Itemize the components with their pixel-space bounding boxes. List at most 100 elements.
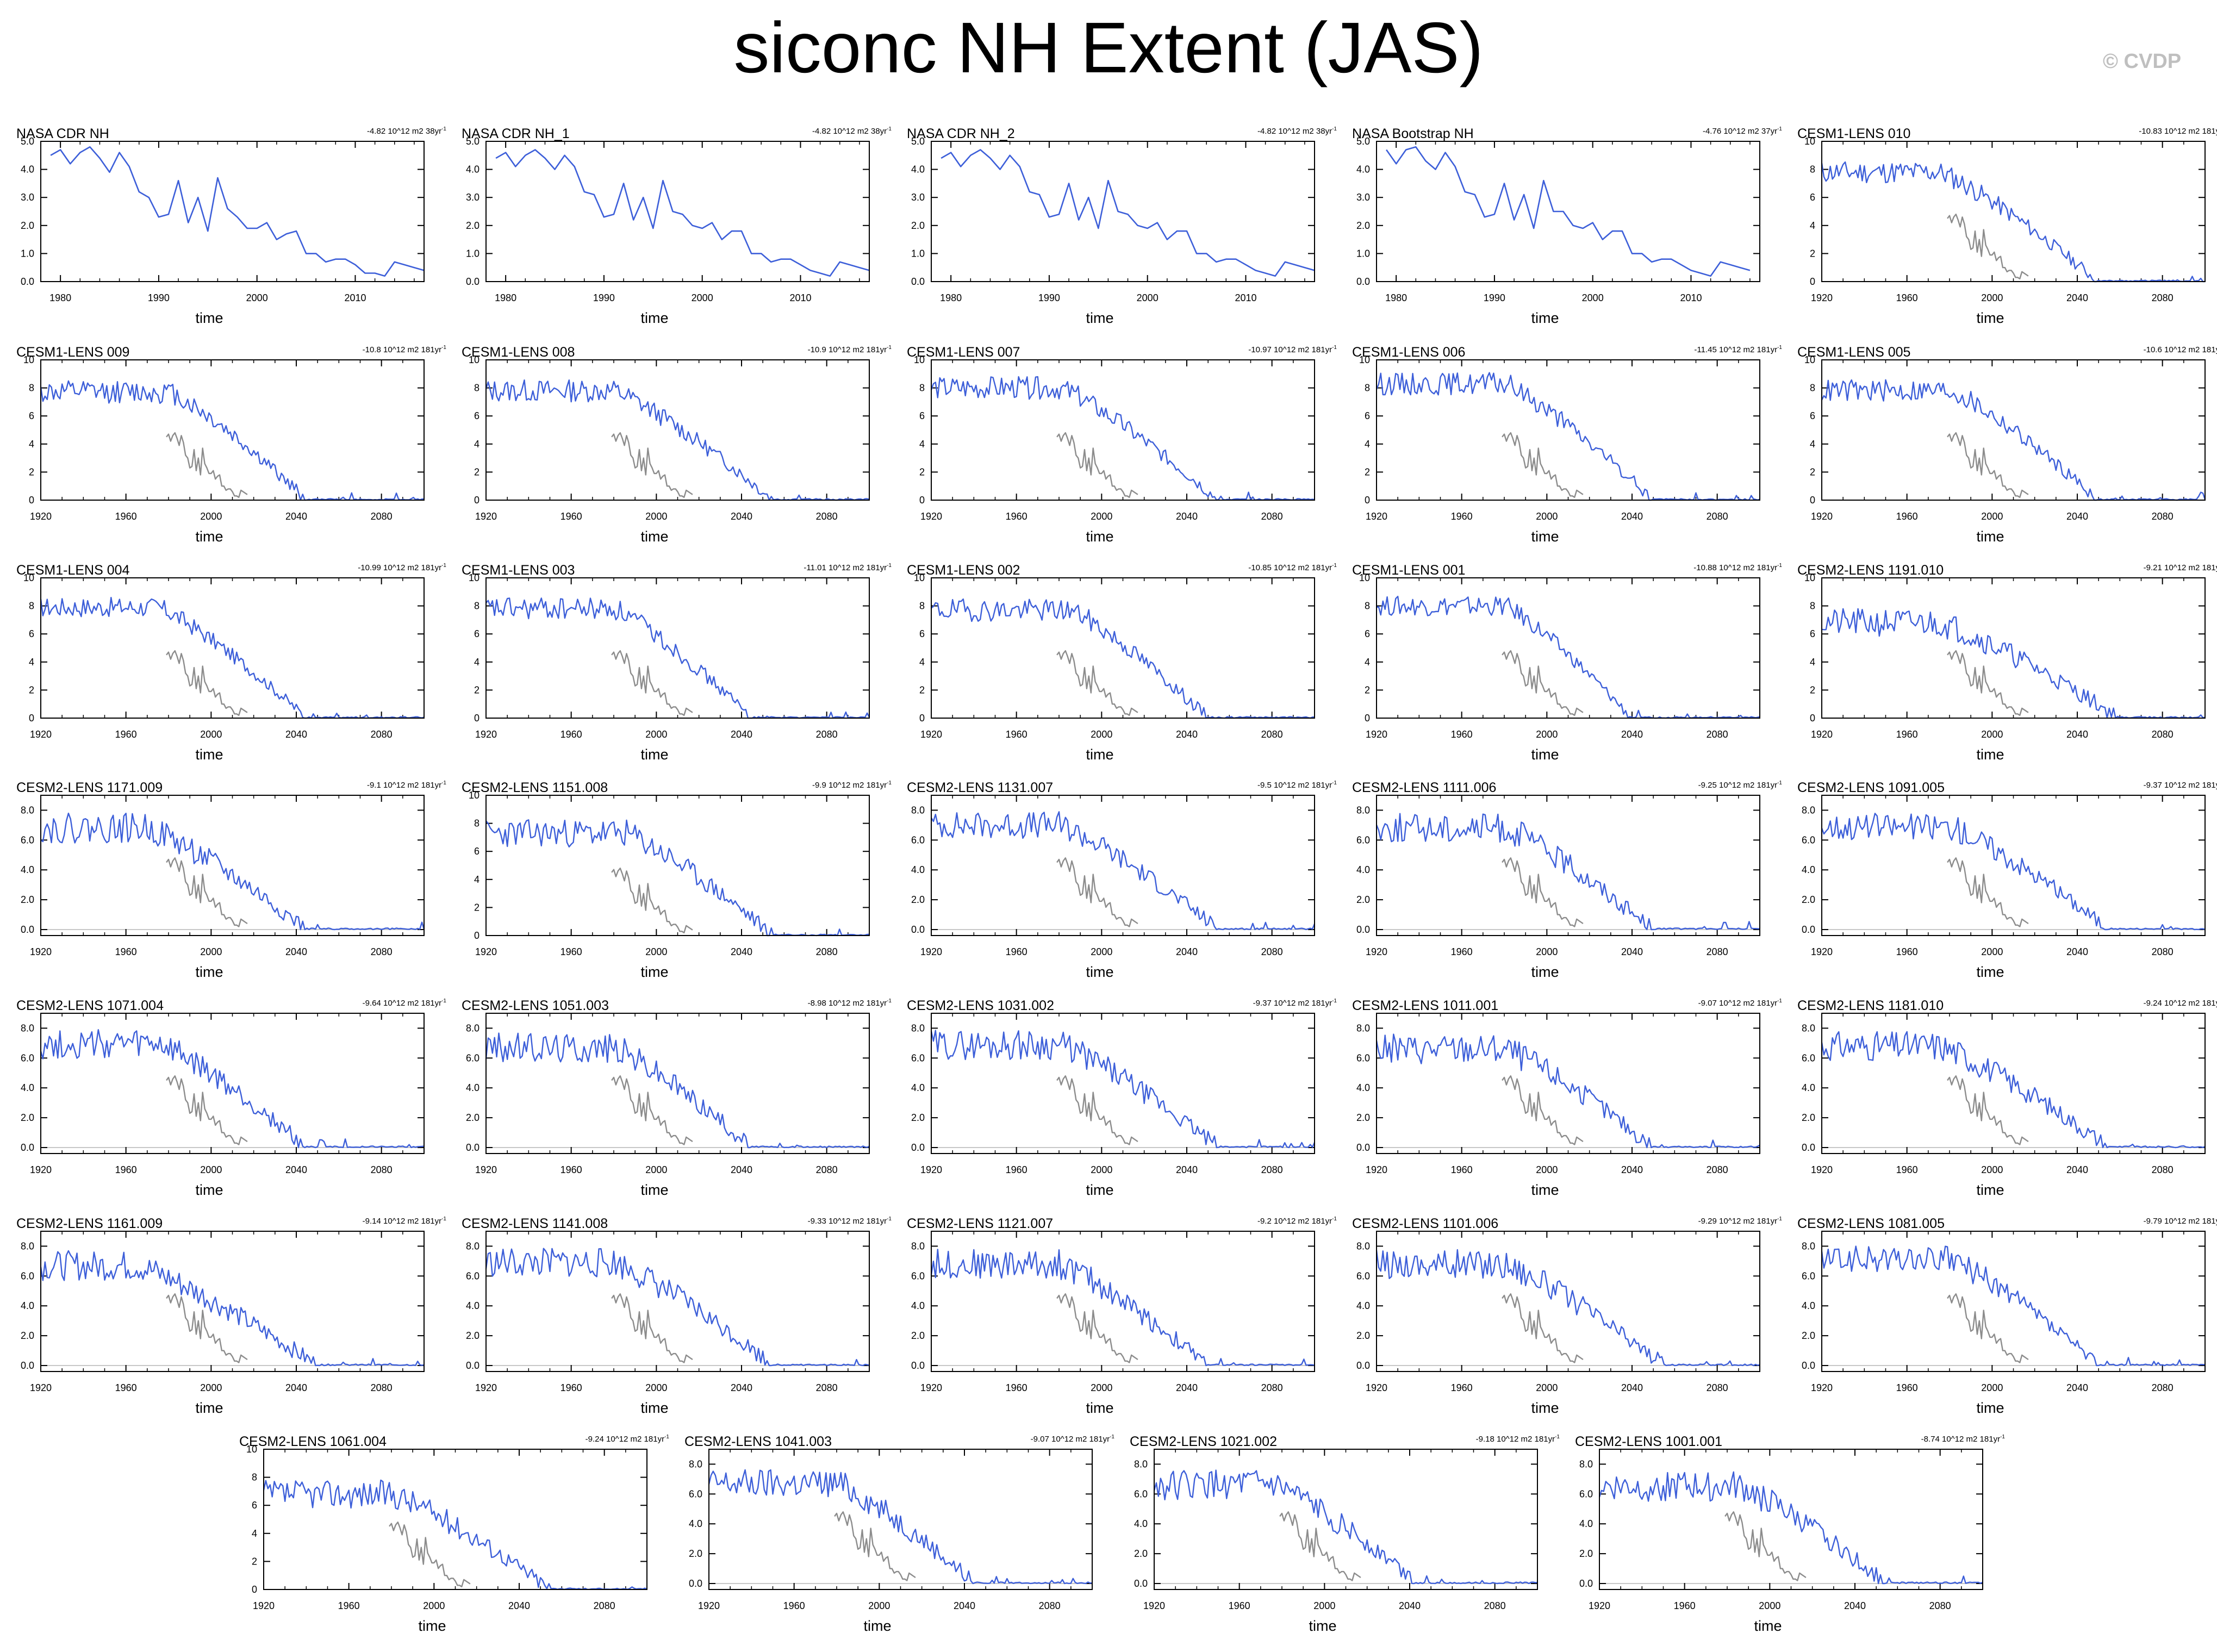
y-tick-label: 6 bbox=[919, 410, 925, 421]
trend-label: -9.79 10^12 m2 181yr-1 bbox=[2144, 1216, 2217, 1226]
x-tick-label: 1960 bbox=[1896, 1382, 1918, 1393]
trend-exponent: -1 bbox=[2000, 1434, 2005, 1440]
model-series-line bbox=[1821, 161, 2206, 283]
trend-value: -9.37 10^12 m2 181yr bbox=[2143, 781, 2217, 790]
panel-nasa-bootstrap-nh: NASA Bootstrap NH -4.76 10^12 m2 37yr-1 ti… bbox=[1344, 114, 1784, 332]
x-tick-label: 1920 bbox=[1811, 1164, 1833, 1175]
plot-svg: 1920 1960 2000 2040 2080 0 2 4 6 8 10 bbox=[469, 354, 870, 522]
trend-label: -9.9 10^12 m2 181yr-1 bbox=[812, 780, 892, 790]
x-tick-label: 1920 bbox=[920, 511, 942, 522]
trend-value: -4.76 10^12 m2 37yr bbox=[1702, 127, 1778, 136]
plot-frame bbox=[931, 577, 1315, 719]
x-tick-label: 2040 bbox=[1621, 1164, 1643, 1175]
trend-label: -10.97 10^12 m2 181yr-1 bbox=[1248, 345, 1337, 354]
x-axis-label: time bbox=[1531, 528, 1559, 545]
panel-title: CESM1-LENS 002 bbox=[907, 563, 1020, 578]
x-tick-label: 1960 bbox=[338, 1600, 360, 1611]
plot-frame bbox=[40, 795, 425, 936]
plot-frame bbox=[1599, 1449, 1983, 1590]
x-tick-label: 2040 bbox=[1621, 946, 1643, 957]
plot-svg: 1920 1960 2000 2040 2080 0 2 4 6 8 10 bbox=[1359, 572, 1760, 740]
obs-series-line bbox=[611, 650, 693, 716]
y-tick-label: 2.0 bbox=[1579, 1548, 1593, 1559]
y-tick-label: 2 bbox=[919, 466, 925, 477]
x-tick-label: 2000 bbox=[1759, 1600, 1780, 1611]
y-tick-label: 8.0 bbox=[1356, 1240, 1370, 1251]
x-tick-label: 2040 bbox=[731, 1382, 752, 1393]
y-tick-label: 5.0 bbox=[21, 136, 34, 147]
trend-value: -9.64 10^12 m2 181yr bbox=[362, 999, 442, 1008]
x-tick-label: 1960 bbox=[561, 511, 582, 522]
plot-frame bbox=[485, 141, 870, 282]
y-tick-label: 0.0 bbox=[1802, 924, 1815, 935]
model-series-line bbox=[930, 1030, 1316, 1149]
y-tick-label: 8.0 bbox=[1134, 1458, 1148, 1469]
x-tick-label: 1960 bbox=[1451, 729, 1473, 740]
panel-title: CESM1-LENS 006 bbox=[1352, 345, 1466, 360]
x-tick-label: 2010 bbox=[344, 292, 366, 303]
y-tick-label: 4 bbox=[1810, 220, 1815, 231]
panel-cesm2-lens-1081-005: CESM2-LENS 1081.005 -9.79 10^12 m2 181yr-… bbox=[1789, 1204, 2217, 1422]
y-tick-label: 10 bbox=[1804, 136, 1815, 147]
plot-frame bbox=[1821, 1231, 2206, 1372]
x-tick-label: 2040 bbox=[1621, 511, 1643, 522]
y-tick-label: 0.0 bbox=[1134, 1578, 1148, 1589]
y-tick-label: 0 bbox=[252, 1584, 257, 1595]
panel-cesm2-lens-1061-004: CESM2-LENS 1061.004 -9.24 10^12 m2 181yr-… bbox=[231, 1422, 671, 1639]
x-tick-label: 2080 bbox=[816, 1164, 838, 1175]
y-tick-label: 4 bbox=[474, 874, 479, 885]
panel-cesm2-lens-1121-007: CESM2-LENS 1121.007 -9.2 10^12 m2 181yr-1… bbox=[899, 1204, 1339, 1422]
x-tick-label: 1960 bbox=[1451, 511, 1473, 522]
trend-value: -9.29 10^12 m2 181yr bbox=[1698, 1217, 1778, 1226]
x-tick-label: 2000 bbox=[1981, 1382, 2003, 1393]
obs-series-line bbox=[1386, 146, 1751, 277]
model-series-line bbox=[931, 598, 1315, 719]
x-tick-label: 2080 bbox=[1261, 1382, 1283, 1393]
y-tick-label: 0 bbox=[474, 930, 479, 941]
trend-label: -4.82 10^12 m2 38yr-1 bbox=[367, 126, 446, 136]
model-series-line bbox=[485, 379, 870, 501]
x-tick-label: 2040 bbox=[2066, 1164, 2088, 1175]
trend-exponent: -1 bbox=[1332, 563, 1337, 569]
trend-value: -10.8 10^12 m2 181yr bbox=[362, 345, 442, 354]
trend-value: -9.37 10^12 m2 181yr bbox=[1253, 999, 1332, 1008]
plot-frame bbox=[1376, 141, 1760, 282]
y-tick-label: 0 bbox=[919, 713, 925, 724]
y-tick-label: 8 bbox=[252, 1472, 257, 1483]
trend-label: -10.6 10^12 m2 181yr-1 bbox=[2144, 345, 2217, 354]
trend-value: -9.07 10^12 m2 181yr bbox=[1698, 999, 1778, 1008]
model-series-line bbox=[930, 376, 1315, 501]
y-tick-label: 6.0 bbox=[1356, 1052, 1370, 1063]
x-tick-label: 2040 bbox=[1176, 511, 1198, 522]
obs-series-line bbox=[1502, 650, 1584, 716]
model-series-line bbox=[40, 1250, 425, 1367]
x-tick-label: 2040 bbox=[731, 1164, 752, 1175]
panel-title: CESM1-LENS 001 bbox=[1352, 563, 1466, 578]
obs-series-line bbox=[611, 432, 693, 498]
panel-title: CESM2-LENS 1181.010 bbox=[1797, 998, 1944, 1013]
y-tick-label: 5.0 bbox=[1356, 136, 1370, 147]
y-tick-label: 4 bbox=[1365, 657, 1370, 668]
y-tick-label: 10 bbox=[1804, 354, 1815, 365]
obs-series-line bbox=[1056, 432, 1138, 498]
x-axis-label: time bbox=[1531, 310, 1559, 326]
y-tick-label: 0.0 bbox=[21, 1142, 34, 1153]
x-tick-label: 2000 bbox=[1091, 511, 1112, 522]
x-axis-label: time bbox=[863, 1618, 892, 1634]
y-tick-label: 8 bbox=[1810, 164, 1815, 175]
x-tick-label: 1960 bbox=[1896, 729, 1918, 740]
panel-cesm2-lens-1031-002: CESM2-LENS 1031.002 -9.37 10^12 m2 181yr-… bbox=[899, 986, 1339, 1204]
trend-label: -9.29 10^12 m2 181yr-1 bbox=[1698, 1216, 1782, 1226]
y-tick-label: 4 bbox=[474, 439, 479, 450]
x-tick-label: 2000 bbox=[645, 1164, 667, 1175]
x-tick-label: 2040 bbox=[1176, 1382, 1198, 1393]
trend-label: -10.88 10^12 m2 181yr-1 bbox=[1693, 563, 1782, 572]
panel-title: NASA CDR NH bbox=[16, 126, 109, 141]
plot-svg: 1980 1990 2000 2010 0.0 1.0 2.0 3.0 4.0 5.0 bbox=[21, 136, 425, 303]
trend-exponent: -1 bbox=[1332, 998, 1337, 1004]
y-tick-label: 8.0 bbox=[911, 1023, 925, 1033]
plot-svg: 1920 1960 2000 2040 2080 0.0 2.0 4.0 6.0 8.0 bbox=[1356, 1231, 1760, 1393]
y-tick-label: 10 bbox=[1359, 354, 1370, 365]
panel-title: CESM2-LENS 1151.008 bbox=[462, 780, 608, 795]
trend-label: -9.24 10^12 m2 181yr-1 bbox=[586, 1434, 669, 1444]
